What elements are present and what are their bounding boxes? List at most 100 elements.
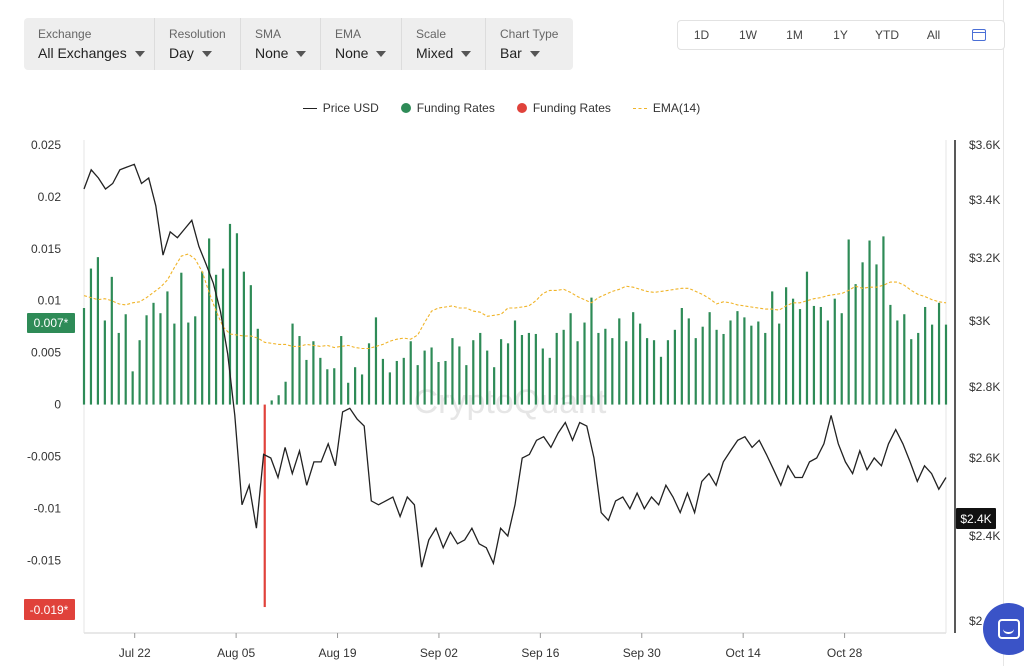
funding-bar bbox=[451, 338, 454, 405]
funding-bar bbox=[729, 320, 732, 405]
funding-bar bbox=[138, 340, 141, 405]
chart-controls: Exchange All Exchanges Resolution Day SM… bbox=[24, 18, 573, 70]
funding-bar bbox=[256, 328, 259, 405]
calendar-icon bbox=[972, 29, 986, 41]
line-swatch-icon bbox=[302, 107, 317, 109]
funding-bar bbox=[340, 336, 343, 405]
funding-bar bbox=[201, 271, 204, 405]
funding-bar bbox=[305, 359, 308, 405]
funding-bar bbox=[326, 369, 329, 405]
legend-item-price[interactable]: Price USD bbox=[302, 101, 379, 115]
exchange-select[interactable]: Exchange All Exchanges bbox=[24, 18, 155, 70]
funding-bar bbox=[249, 285, 252, 405]
chevron-down-icon bbox=[529, 50, 540, 57]
funding-bar bbox=[826, 320, 829, 405]
funding-bar bbox=[771, 291, 774, 405]
funding-bar bbox=[430, 347, 433, 405]
left-tick-label: 0.005 bbox=[31, 346, 61, 360]
funding-bar bbox=[659, 356, 663, 405]
chat-button[interactable] bbox=[983, 603, 1024, 655]
funding-bar bbox=[374, 317, 378, 405]
funding-bar bbox=[354, 367, 357, 405]
funding-bar bbox=[937, 302, 941, 405]
chart-type-select[interactable]: Chart Type Bar bbox=[486, 18, 573, 70]
funding-bar bbox=[242, 271, 245, 405]
funding-bar bbox=[708, 312, 711, 405]
x-tick-label: Aug 19 bbox=[319, 646, 357, 660]
x-tick-label: Aug 05 bbox=[217, 646, 255, 660]
range-ytd-button[interactable]: YTD bbox=[875, 28, 899, 42]
left-tick-label: -0.015 bbox=[27, 553, 61, 567]
funding-bar bbox=[694, 338, 697, 405]
scale-select[interactable]: Scale Mixed bbox=[402, 18, 486, 70]
funding-bar bbox=[534, 333, 537, 405]
funding-bar bbox=[819, 306, 822, 405]
funding-bar bbox=[465, 365, 468, 405]
chevron-down-icon bbox=[461, 50, 472, 57]
range-1m-button[interactable]: 1M bbox=[786, 28, 803, 42]
exchange-label: Exchange bbox=[38, 27, 92, 41]
funding-bar bbox=[625, 341, 628, 405]
legend-label: Funding Rates bbox=[416, 101, 495, 115]
dash-swatch-icon bbox=[632, 107, 647, 109]
resolution-label: Resolution bbox=[169, 27, 226, 41]
funding-bar bbox=[791, 298, 795, 405]
funding-bar bbox=[833, 298, 836, 405]
funding-bar bbox=[583, 322, 586, 405]
funding-bar bbox=[750, 325, 753, 405]
funding-bar bbox=[687, 318, 690, 405]
ema-select[interactable]: EMA None bbox=[321, 18, 402, 70]
funding-bar bbox=[347, 382, 350, 405]
min-funding-marker bbox=[24, 599, 75, 620]
axes: 0.025 0.02 0.015 0.01 0.005 0 -0.005 -0.01 -0.01… bbox=[27, 138, 1000, 660]
funding-bar bbox=[805, 271, 809, 405]
funding-bar bbox=[715, 329, 718, 405]
x-tick-label: Oct 14 bbox=[725, 646, 761, 660]
left-tick-label: -0.005 bbox=[27, 449, 61, 463]
funding-bar bbox=[569, 313, 572, 405]
legend-item-ema[interactable]: EMA(14) bbox=[632, 101, 701, 115]
funding-bar bbox=[416, 365, 419, 405]
funding-bar bbox=[423, 350, 426, 405]
left-tick-label: 0 bbox=[54, 398, 61, 412]
resolution-select[interactable]: Resolution Day bbox=[155, 18, 241, 70]
chat-icon bbox=[998, 619, 1020, 639]
funding-bar bbox=[910, 339, 913, 405]
funding-bar bbox=[666, 340, 670, 405]
range-1w-button[interactable]: 1W bbox=[739, 28, 757, 42]
funding-bar bbox=[896, 320, 899, 405]
funding-bar bbox=[117, 332, 120, 405]
funding-bar bbox=[944, 324, 948, 405]
right-tick-label: $3.6K bbox=[969, 138, 1000, 152]
legend-item-funding-positive[interactable]: Funding Rates bbox=[400, 101, 495, 115]
funding-bar bbox=[889, 304, 892, 405]
legend-item-funding-negative[interactable]: Funding Rates bbox=[516, 101, 611, 115]
funding-bar bbox=[277, 395, 280, 405]
funding-bar bbox=[924, 306, 927, 405]
x-tick-label: Oct 28 bbox=[827, 646, 863, 660]
scale-value: Mixed bbox=[416, 45, 454, 61]
current-price-marker bbox=[956, 508, 996, 529]
range-all-button[interactable]: All bbox=[926, 28, 941, 42]
funding-bar bbox=[103, 320, 106, 405]
sma-select[interactable]: SMA None bbox=[241, 18, 321, 70]
funding-bar bbox=[555, 332, 558, 405]
funding-rate-chart[interactable]: CryptoQuant 0.0250.020.0150.010.0050-0.0… bbox=[0, 0, 1003, 666]
funding-bar bbox=[611, 338, 614, 405]
funding-bar bbox=[632, 312, 635, 405]
funding-bar bbox=[785, 287, 788, 405]
funding-bar bbox=[194, 316, 197, 405]
funding-bar bbox=[548, 357, 551, 405]
funding-bar bbox=[639, 323, 642, 405]
funding-bar bbox=[541, 348, 544, 405]
funding-bar bbox=[499, 339, 503, 405]
funding-bar bbox=[284, 381, 287, 405]
range-1y-button[interactable]: 1Y bbox=[833, 28, 848, 42]
range-1d-button[interactable]: 1D bbox=[693, 28, 710, 42]
funding-bar bbox=[903, 314, 906, 405]
funding-bar bbox=[778, 323, 781, 405]
sma-label: SMA bbox=[255, 27, 282, 41]
calendar-button[interactable] bbox=[956, 29, 1002, 41]
funding-bar bbox=[235, 233, 239, 405]
legend-label: EMA(14) bbox=[652, 101, 701, 115]
